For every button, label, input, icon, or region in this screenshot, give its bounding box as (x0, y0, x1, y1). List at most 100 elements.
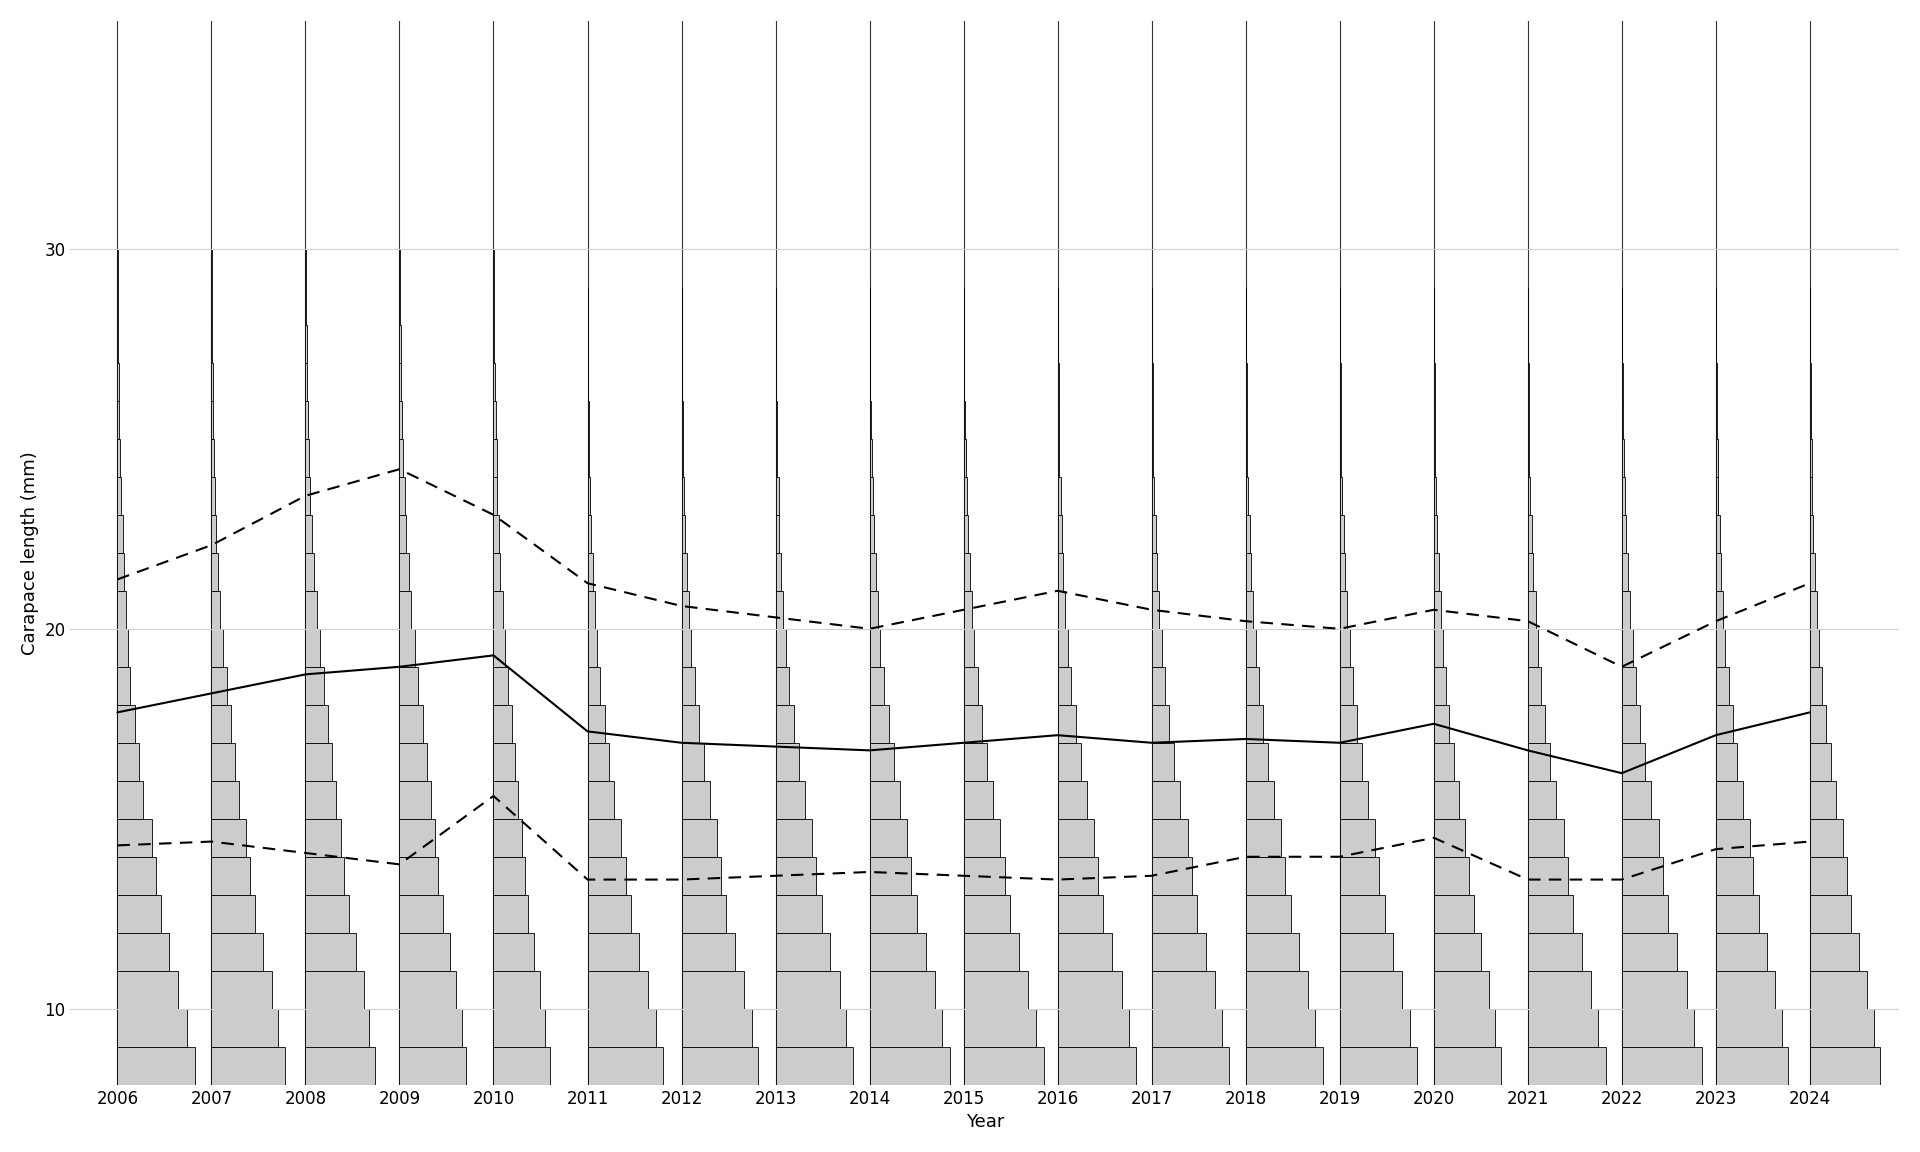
Bar (776, 591, 783, 629)
Bar (1434, 591, 1440, 629)
Bar (1340, 895, 1384, 933)
Bar (1811, 667, 1822, 705)
Bar (1528, 819, 1563, 857)
Bar (1622, 819, 1659, 857)
Bar (399, 515, 407, 553)
Bar (1152, 895, 1196, 933)
Bar (1246, 781, 1273, 819)
Bar (1811, 1047, 1880, 1085)
Bar (776, 895, 822, 933)
Bar (1434, 629, 1442, 667)
Bar (305, 401, 307, 439)
Bar (1528, 743, 1549, 781)
Bar (1528, 1009, 1597, 1047)
Bar (682, 629, 691, 667)
Bar (117, 667, 131, 705)
Bar (1434, 781, 1459, 819)
Bar (776, 667, 789, 705)
Bar (588, 933, 639, 971)
Bar (1528, 591, 1536, 629)
Bar (1246, 477, 1248, 515)
Bar (1434, 895, 1475, 933)
Bar (1152, 1009, 1223, 1047)
Bar (1246, 933, 1300, 971)
Bar (117, 553, 125, 591)
Bar (305, 1009, 369, 1047)
Bar (776, 629, 785, 667)
Bar (211, 781, 240, 819)
Bar (776, 515, 780, 553)
Bar (117, 1047, 196, 1085)
Bar (1811, 553, 1814, 591)
Bar (399, 477, 405, 515)
Bar (1434, 819, 1465, 857)
Bar (776, 705, 793, 743)
Bar (399, 1047, 467, 1085)
Bar (1340, 667, 1354, 705)
Bar (1340, 553, 1344, 591)
Bar (776, 781, 804, 819)
Bar (399, 629, 415, 667)
Bar (682, 553, 687, 591)
Bar (1246, 1047, 1323, 1085)
Bar (1246, 591, 1254, 629)
Bar (682, 477, 684, 515)
Bar (117, 971, 179, 1009)
Bar (117, 781, 144, 819)
Bar (776, 477, 780, 515)
Bar (1152, 819, 1188, 857)
Bar (1716, 1009, 1782, 1047)
Bar (1622, 1009, 1693, 1047)
Bar (493, 515, 499, 553)
Bar (1152, 933, 1206, 971)
Bar (1340, 819, 1375, 857)
Bar (399, 705, 422, 743)
Bar (1152, 743, 1175, 781)
Bar (588, 971, 647, 1009)
Bar (1811, 781, 1836, 819)
Bar (1246, 971, 1308, 1009)
Bar (305, 971, 363, 1009)
Bar (964, 857, 1004, 895)
Bar (870, 667, 885, 705)
Bar (493, 553, 501, 591)
Bar (1152, 477, 1154, 515)
Bar (1716, 895, 1759, 933)
Bar (1716, 971, 1774, 1009)
Bar (1811, 629, 1820, 667)
Bar (1152, 667, 1165, 705)
Bar (211, 819, 246, 857)
Bar (870, 553, 876, 591)
Bar (964, 895, 1010, 933)
Bar (399, 553, 409, 591)
Bar (870, 819, 906, 857)
Bar (1811, 515, 1812, 553)
Bar (588, 895, 630, 933)
Bar (1811, 819, 1843, 857)
Bar (1811, 971, 1868, 1009)
X-axis label: Year: Year (966, 1113, 1004, 1131)
Bar (1058, 591, 1066, 629)
Bar (776, 743, 799, 781)
Bar (211, 743, 234, 781)
Bar (1152, 515, 1156, 553)
Bar (1058, 477, 1060, 515)
Bar (1528, 971, 1592, 1009)
Bar (588, 1047, 662, 1085)
Bar (776, 553, 781, 591)
Bar (211, 439, 213, 477)
Bar (588, 819, 622, 857)
Bar (964, 515, 968, 553)
Bar (1246, 667, 1260, 705)
Bar (1622, 971, 1686, 1009)
Bar (1716, 629, 1726, 667)
Bar (1528, 629, 1538, 667)
Bar (1434, 743, 1453, 781)
Bar (964, 591, 972, 629)
Bar (1152, 705, 1169, 743)
Bar (493, 971, 540, 1009)
Bar (1058, 553, 1064, 591)
Bar (117, 857, 156, 895)
Bar (964, 667, 977, 705)
Bar (117, 933, 169, 971)
